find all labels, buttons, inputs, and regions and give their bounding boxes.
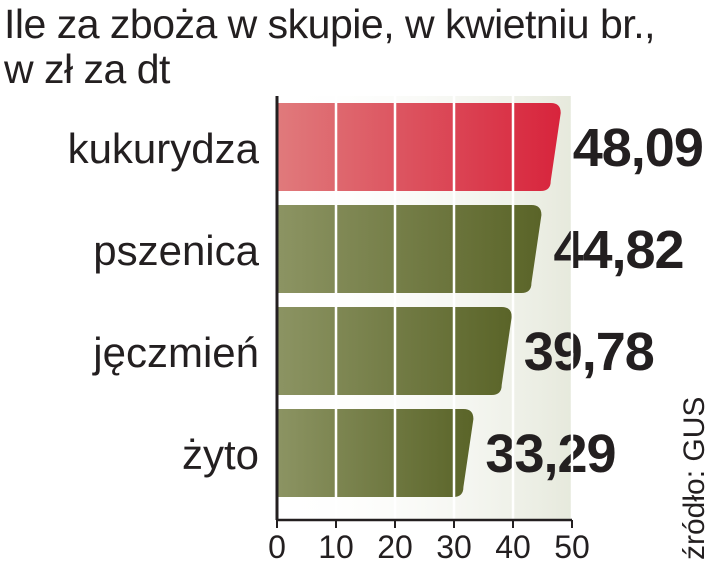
chart-title-line: Ile za zboża w skupie, w kwietniu br., xyxy=(4,1,655,47)
bar-kukurydza xyxy=(277,103,561,191)
source-note: źródło: GUS xyxy=(678,396,711,560)
chart-title: Ile za zboża w skupie, w kwietniu br., w… xyxy=(4,2,655,92)
bar-żyto xyxy=(277,409,474,497)
x-tick-label: 50 xyxy=(554,529,590,564)
value-label: 39,78 xyxy=(524,322,654,382)
x-tick-label: 0 xyxy=(268,529,286,564)
value-label: 33,29 xyxy=(485,424,615,484)
x-tick-label: 40 xyxy=(495,529,531,564)
x-tick-label: 30 xyxy=(436,529,472,564)
category-label: jęczmień xyxy=(91,329,259,376)
category-label: kukurydza xyxy=(68,125,260,172)
chart-subtitle: w zł za dt xyxy=(4,46,170,92)
x-tick-label: 10 xyxy=(318,529,354,564)
x-tick-label: 20 xyxy=(377,529,413,564)
bar-pszenica xyxy=(277,205,542,293)
category-label: żyto xyxy=(182,431,259,478)
category-label: pszenica xyxy=(93,227,259,274)
value-label: 44,82 xyxy=(553,220,683,280)
value-label: 48,09 xyxy=(573,118,703,178)
